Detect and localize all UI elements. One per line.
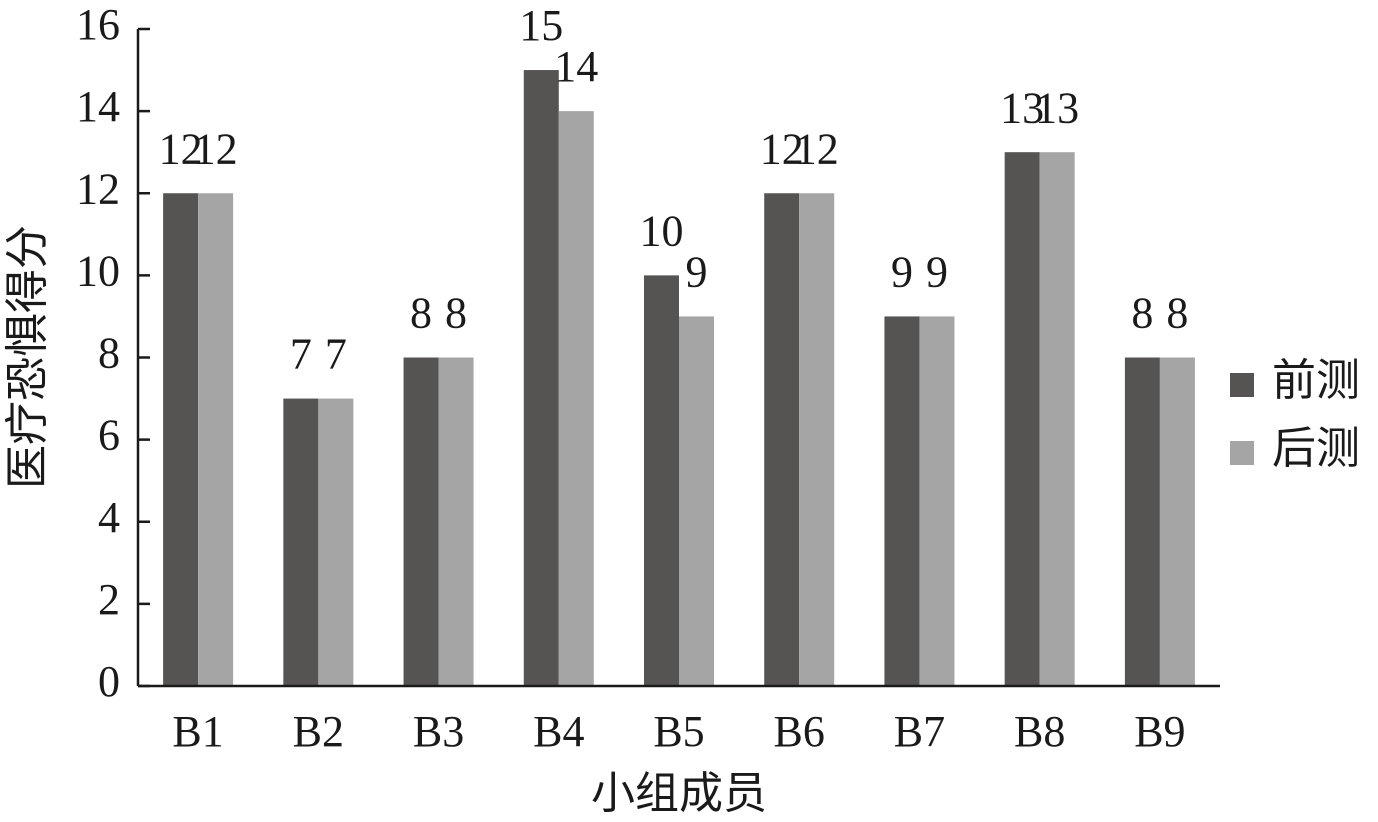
bar [558,111,594,686]
bar [1039,152,1075,686]
data-label: 8 [1131,289,1153,338]
bar [799,193,835,686]
data-label: 12 [760,124,804,173]
y-tick-label: 14 [76,82,120,131]
data-label: 12 [795,124,839,173]
bar [403,357,439,686]
x-tick-label: B4 [533,707,584,756]
bar [884,316,920,686]
x-tick-label: B3 [413,707,464,756]
x-tick-label: B2 [293,707,344,756]
data-label: 7 [290,330,312,379]
x-tick-label: B8 [1014,707,1065,756]
data-label: 9 [686,248,708,297]
x-tick-label: B7 [894,707,945,756]
legend-swatch [1230,441,1254,465]
bar [283,398,319,686]
y-tick-label: 0 [98,657,120,706]
data-label: 7 [325,330,347,379]
bar [163,193,199,686]
y-tick-label: 4 [98,493,120,542]
y-tick-label: 6 [98,411,120,460]
bar [919,316,955,686]
bar [438,357,474,686]
data-label: 15 [519,1,563,50]
bar [1004,152,1040,686]
bar [1124,357,1160,686]
x-tick-label: B9 [1134,707,1185,756]
bar [644,275,679,686]
bar [318,398,354,686]
y-tick-label: 12 [76,164,120,213]
data-label: 8 [410,289,432,338]
legend-swatch [1230,373,1254,397]
y-tick-label: 8 [98,329,120,378]
bar [198,193,234,686]
data-label: 8 [1166,289,1188,338]
x-axis-title: 小组成员 [591,769,767,818]
x-tick-label: B1 [172,707,223,756]
data-label: 13 [1035,83,1079,132]
data-label: 8 [445,289,467,338]
y-axis-title: 医疗恐惧得分 [3,225,52,489]
data-label: 10 [640,206,684,255]
data-label: 12 [194,124,238,173]
bar [1159,357,1195,686]
bar [523,70,559,686]
bar [764,193,800,686]
x-tick-label: B5 [653,707,704,756]
y-tick-label: 2 [98,575,120,624]
y-tick-label: 10 [76,246,120,295]
data-label: 14 [554,42,598,91]
legend-label: 前测 [1272,356,1360,405]
data-label: 12 [159,124,203,173]
data-label: 9 [926,248,948,297]
data-label: 13 [1000,83,1044,132]
y-tick-label: 16 [76,0,120,49]
data-label: 9 [891,248,913,297]
bar [679,316,714,686]
legend-label: 后测 [1272,424,1360,473]
x-tick-label: B6 [774,707,825,756]
